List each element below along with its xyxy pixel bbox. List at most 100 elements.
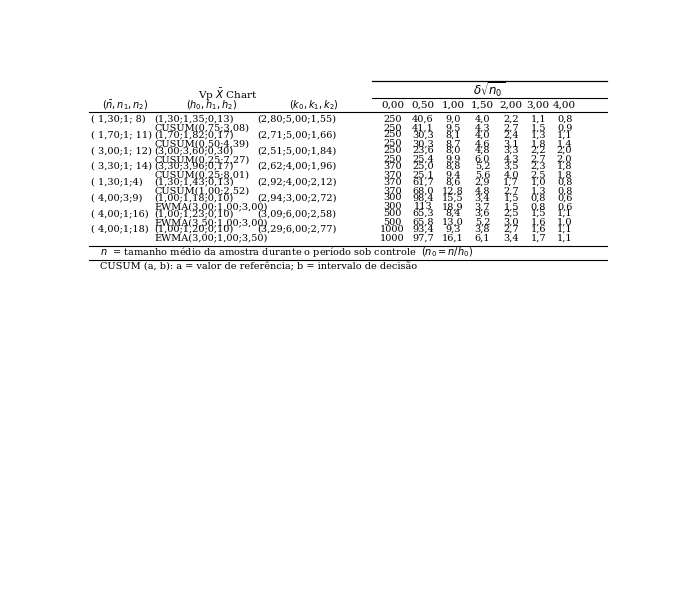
Text: 1000: 1000 [380,233,405,243]
Text: CUSUM(0,25;7,27): CUSUM(0,25;7,27) [155,155,250,164]
Text: 6,0: 6,0 [475,155,490,164]
Text: 0,8: 0,8 [557,187,572,196]
Text: ( 1,30;1; 8): ( 1,30;1; 8) [91,115,146,123]
Text: ( 1,70;1; 11): ( 1,70;1; 11) [91,130,152,139]
Text: ( 1,30;1;4): ( 1,30;1;4) [91,178,143,187]
Text: 250: 250 [384,155,402,164]
Text: 13,0: 13,0 [442,218,464,227]
Text: 1,4: 1,4 [557,139,572,148]
Text: 9,4: 9,4 [445,171,461,180]
Text: $(h_0, h_1, h_2)$: $(h_0, h_1, h_2)$ [185,98,237,112]
Text: 1,00: 1,00 [441,101,464,110]
Text: 2,7: 2,7 [503,123,519,133]
Text: 1,8: 1,8 [530,139,546,148]
Text: 3,1: 3,1 [503,139,519,148]
Text: 8,8: 8,8 [445,162,460,171]
Text: ( 4,00;3;9): ( 4,00;3;9) [91,193,143,202]
Text: CUSUM (a, b): a = valor de referência; b = intervalo de decisão: CUSUM (a, b): a = valor de referência; b… [100,263,418,272]
Text: CUSUM(0,50;4,39): CUSUM(0,50;4,39) [155,139,250,148]
Text: 1,3: 1,3 [530,130,546,139]
Text: ( 4,00;1;16): ( 4,00;1;16) [91,209,149,218]
Text: 250: 250 [384,139,402,148]
Text: 23,6: 23,6 [412,146,434,155]
Text: (3,00;3,60;0,30): (3,00;3,60;0,30) [155,146,234,155]
Text: (1,00;1,23;0,10): (1,00;1,23;0,10) [155,209,234,218]
Text: (2,62;4,00;1,96): (2,62;4,00;1,96) [257,162,336,171]
Text: 2,0: 2,0 [557,146,572,155]
Text: 1,8: 1,8 [557,162,572,171]
Text: (2,94;3,00;2,72): (2,94;3,00;2,72) [257,193,336,202]
Text: 4,8: 4,8 [475,146,490,155]
Text: (2,92;4,00;2,12): (2,92;4,00;2,12) [257,178,336,187]
Text: 25,0: 25,0 [412,162,434,171]
Text: 12,8: 12,8 [442,187,464,196]
Text: 16,1: 16,1 [442,233,464,243]
Text: 40,6: 40,6 [412,115,434,123]
Text: 2,3: 2,3 [530,162,546,171]
Text: 113: 113 [414,202,432,211]
Text: 2,2: 2,2 [530,146,546,155]
Text: 370: 370 [383,187,402,196]
Text: 9,9: 9,9 [445,155,460,164]
Text: 370: 370 [383,171,402,180]
Text: 65,8: 65,8 [412,218,433,227]
Text: 25,1: 25,1 [412,171,434,180]
Text: 3,5: 3,5 [503,162,519,171]
Text: 500: 500 [384,218,402,227]
Text: 4,00: 4,00 [553,101,576,110]
Text: 25,4: 25,4 [412,155,434,164]
Text: 3,6: 3,6 [475,209,490,218]
Text: 0,8: 0,8 [530,202,546,211]
Text: $(\bar{n}, n_1, n_2)$: $(\bar{n}, n_1, n_2)$ [102,98,149,112]
Text: 4,0: 4,0 [475,115,490,123]
Text: 2,9: 2,9 [475,178,490,187]
Text: 1,1: 1,1 [557,225,572,234]
Text: 1,1: 1,1 [557,233,572,243]
Text: 1,7: 1,7 [503,178,519,187]
Text: 0,00: 0,00 [381,101,404,110]
Text: 1,5: 1,5 [530,123,546,133]
Text: 3,8: 3,8 [475,225,490,234]
Text: 65,3: 65,3 [412,209,434,218]
Text: 1000: 1000 [380,225,405,234]
Text: (1,70;1,82;0,17): (1,70;1,82;0,17) [155,130,234,139]
Text: 0,8: 0,8 [530,193,546,202]
Text: 2,4: 2,4 [503,130,519,139]
Text: 250: 250 [384,123,402,133]
Text: ( 3,30;1; 14): ( 3,30;1; 14) [91,162,152,171]
Text: 2,7: 2,7 [503,187,519,196]
Text: 3,4: 3,4 [503,233,519,243]
Text: CUSUM(0,25;8,01): CUSUM(0,25;8,01) [155,171,250,180]
Text: 1,50: 1,50 [471,101,494,110]
Text: 0,8: 0,8 [557,115,572,123]
Text: 250: 250 [384,146,402,155]
Text: EWMA(3,50;1,00;3,00): EWMA(3,50;1,00;3,00) [155,218,268,227]
Text: 1,5: 1,5 [503,202,519,211]
Text: 5,6: 5,6 [475,171,490,180]
Text: 97,7: 97,7 [412,233,434,243]
Text: 2,7: 2,7 [530,155,546,164]
Text: 1,0: 1,0 [530,178,546,187]
Text: 2,7: 2,7 [503,225,519,234]
Text: 250: 250 [384,130,402,139]
Text: EWMA(3,00;1,00;3,50): EWMA(3,00;1,00;3,50) [155,233,268,243]
Text: 3,7: 3,7 [475,202,490,211]
Text: 9,5: 9,5 [445,123,460,133]
Text: 2,2: 2,2 [503,115,519,123]
Text: 8,0: 8,0 [445,146,460,155]
Text: 9,0: 9,0 [445,115,460,123]
Text: 1,5: 1,5 [530,209,546,218]
Text: 1,8: 1,8 [557,171,572,180]
Text: (2,80;5,00;1,55): (2,80;5,00;1,55) [257,115,336,123]
Text: (1,30;1,35;0,13): (1,30;1,35;0,13) [155,115,234,123]
Text: 2,00: 2,00 [500,101,523,110]
Text: CUSUM(0,75;3,08): CUSUM(0,75;3,08) [155,123,250,133]
Text: 8,1: 8,1 [445,130,461,139]
Text: 61,7: 61,7 [412,178,434,187]
Text: 5,2: 5,2 [475,218,490,227]
Text: 370: 370 [383,162,402,171]
Text: 1,5: 1,5 [503,193,519,202]
Text: 1,3: 1,3 [530,187,546,196]
Text: Vp $\bar{X}$ Chart: Vp $\bar{X}$ Chart [198,87,258,103]
Text: (1,30;1,43;0,13): (1,30;1,43;0,13) [155,178,234,187]
